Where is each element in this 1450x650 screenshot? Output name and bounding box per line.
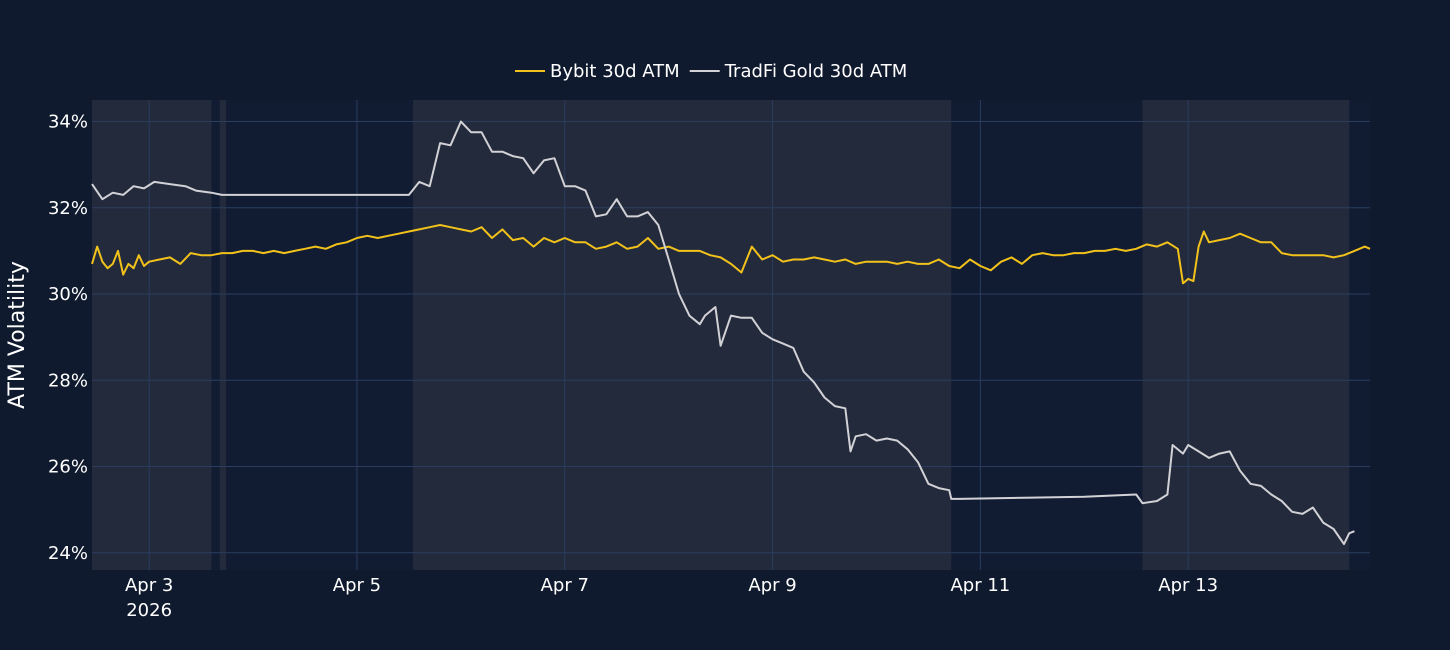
shaded-region-3 — [1142, 100, 1350, 570]
y-tick-label: 28% — [48, 370, 88, 391]
x-tick-label: Apr 3 — [125, 575, 173, 596]
shaded-region-0 — [92, 100, 212, 570]
series-line-0 — [91, 224, 1371, 285]
x-tick-label: Apr 13 — [1158, 575, 1218, 596]
y-tick-label: 24% — [48, 543, 88, 564]
series-line-1 — [91, 120, 1355, 546]
legend-label: Bybit 30d ATM — [550, 61, 680, 82]
x-tick-label: Apr 11 — [950, 575, 1010, 596]
gridlines — [92, 100, 1370, 570]
x-tick-sublabel: 2026 — [126, 600, 172, 621]
shaded-regions — [92, 100, 1370, 570]
legend[interactable]: Bybit 30d ATM TradFi Gold 30d ATM — [515, 61, 907, 82]
y-axis-ticks: 24% 26% 28% 30% 32% 34% — [48, 112, 88, 564]
y-axis-title: ATM Volatility — [5, 261, 30, 409]
x-tick-label: Apr 7 — [541, 575, 589, 596]
shaded-region-2 — [413, 100, 952, 570]
x-tick-label: Apr 5 — [333, 575, 381, 596]
legend-item-1[interactable]: TradFi Gold 30d ATM — [689, 61, 908, 82]
y-tick-label: 26% — [48, 457, 88, 478]
legend-item-0[interactable]: Bybit 30d ATM — [515, 61, 680, 82]
x-axis-ticks: Apr 3 2026 Apr 5 Apr 7 Apr 9 Apr 11 Apr 13 — [125, 575, 1218, 621]
y-tick-label: 30% — [48, 284, 88, 305]
x-tick-label: Apr 9 — [748, 575, 796, 596]
legend-label: TradFi Gold 30d ATM — [724, 61, 908, 82]
y-tick-label: 34% — [48, 112, 88, 133]
series-lines — [91, 120, 1371, 546]
shaded-region-1 — [219, 100, 227, 570]
y-tick-label: 32% — [48, 198, 88, 219]
